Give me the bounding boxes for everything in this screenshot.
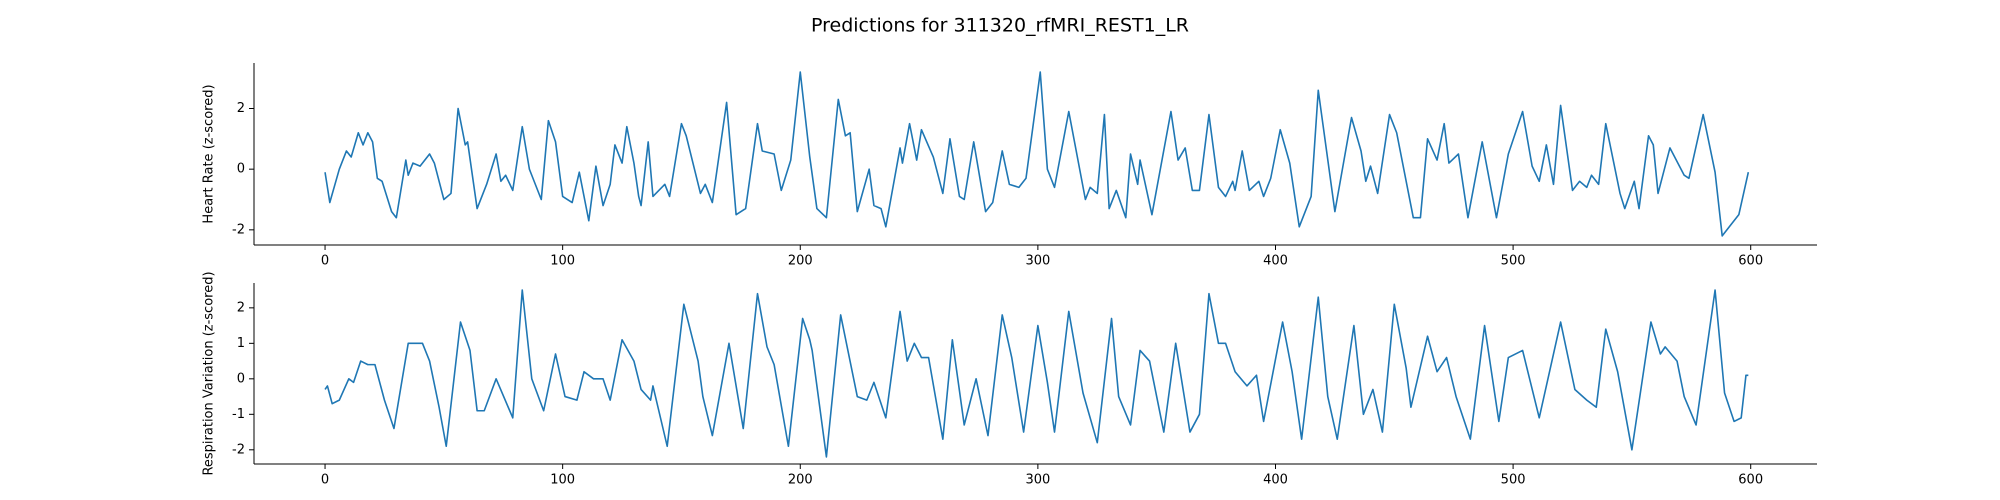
y-tick-label: -1 bbox=[232, 407, 245, 422]
x-tick-label: 500 bbox=[1501, 254, 1526, 269]
y-axis-label: Respiration Variation (z-scored) bbox=[202, 271, 217, 475]
x-tick-label: 300 bbox=[1025, 254, 1050, 269]
x-tick-label: 0 bbox=[321, 473, 329, 488]
y-tick-label: -2 bbox=[232, 442, 245, 457]
y-tick-label: 0 bbox=[237, 162, 245, 177]
line bbox=[324, 289, 1749, 458]
x-tick-label: 200 bbox=[788, 254, 813, 269]
y-tick-label: 0 bbox=[237, 371, 245, 386]
x-tick-label: 600 bbox=[1738, 254, 1763, 269]
x-tick-label: 100 bbox=[550, 473, 575, 488]
y-tick-label: -2 bbox=[232, 222, 245, 237]
line bbox=[324, 71, 1750, 237]
x-tick-label: 400 bbox=[1263, 473, 1288, 488]
y-tick-label: 2 bbox=[237, 101, 245, 116]
figure-title: Predictions for 311320_rfMRI_REST1_LR bbox=[811, 15, 1189, 37]
y-axis-label: Heart Rate (z-scored) bbox=[202, 84, 217, 223]
x-tick-label: 300 bbox=[1025, 473, 1050, 488]
y-tick-label: 1 bbox=[237, 336, 245, 351]
x-tick-label: 200 bbox=[788, 473, 813, 488]
x-tick-label: 100 bbox=[550, 254, 575, 269]
x-tick-label: 500 bbox=[1501, 473, 1526, 488]
x-tick-label: 600 bbox=[1738, 473, 1763, 488]
x-tick-label: 400 bbox=[1263, 254, 1288, 269]
y-tick-label: 2 bbox=[237, 300, 245, 315]
x-tick-label: 0 bbox=[321, 254, 329, 269]
